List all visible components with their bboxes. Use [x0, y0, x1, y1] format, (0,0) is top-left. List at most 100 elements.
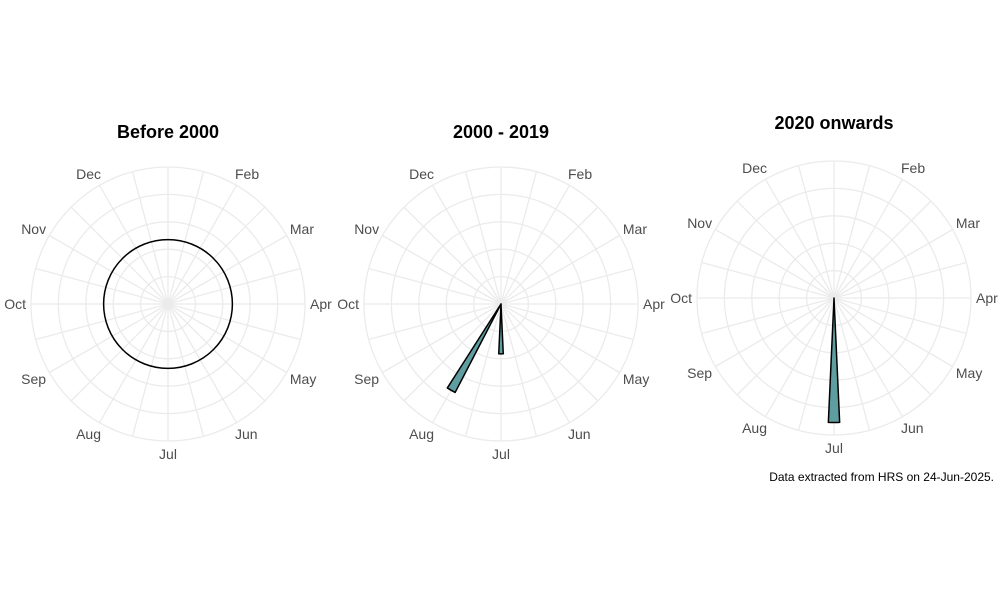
- grid-spoke: [382, 303, 502, 374]
- month-label-mar: Mar: [956, 215, 980, 231]
- grid-spoke: [167, 185, 238, 305]
- grid-spoke: [833, 179, 904, 299]
- grid-spoke: [500, 303, 634, 341]
- grid-spoke: [797, 165, 835, 299]
- grid-spoke: [35, 267, 169, 305]
- bar-jul: [497, 303, 505, 355]
- grid-spoke: [431, 185, 502, 305]
- grid-spoke: [35, 303, 169, 341]
- month-label-jun: Jun: [568, 426, 591, 442]
- grid-spoke: [167, 234, 287, 305]
- chart-title: Before 2000: [117, 122, 219, 142]
- grid-spoke: [131, 171, 169, 305]
- month-label-aug: Aug: [76, 426, 101, 442]
- grid-spoke: [833, 297, 953, 368]
- month-label-apr: Apr: [643, 296, 665, 312]
- month-label-jul: Jul: [825, 440, 843, 456]
- month-label-nov: Nov: [21, 221, 46, 237]
- month-label-apr: Apr: [310, 296, 332, 312]
- month-label-oct: Oct: [337, 296, 359, 312]
- grid-spoke: [833, 228, 953, 299]
- month-label-jun: Jun: [901, 420, 924, 436]
- month-label-may: May: [290, 371, 316, 387]
- grid-spoke: [833, 261, 967, 299]
- bar-jul: [827, 297, 841, 424]
- month-label-may: May: [623, 371, 649, 387]
- grid-spoke: [131, 303, 169, 437]
- month-label-aug: Aug: [742, 420, 767, 436]
- chart-panel-3: 2020 onwards Feb Mar Apr May Jun Jul Aug Sep Oct N…: [670, 113, 998, 456]
- month-label-nov: Nov: [354, 221, 379, 237]
- grid-spoke: [833, 165, 871, 299]
- grid-spoke: [49, 234, 169, 305]
- grid-spoke: [833, 200, 932, 299]
- month-label-dec: Dec: [742, 160, 767, 176]
- month-label-sep: Sep: [354, 371, 379, 387]
- chart-panel-2: 2000 - 2019 Feb Mar Apr May Jun Jul Aug Sep Oct No…: [337, 122, 665, 462]
- month-label-jun: Jun: [235, 426, 258, 442]
- data-source-caption: Data extracted from HRS on 24-Jun-2025.: [769, 470, 994, 484]
- chart-title: 2020 onwards: [774, 113, 893, 133]
- month-label-nov: Nov: [687, 215, 712, 231]
- grid-spoke: [70, 206, 169, 305]
- grid-spoke: [833, 297, 967, 335]
- grid-spoke: [403, 206, 502, 305]
- grid-spoke: [167, 303, 205, 437]
- grid-spoke: [98, 303, 169, 423]
- month-label-dec: Dec: [76, 166, 101, 182]
- chart-panel-1: Before 2000 Feb Mar Apr May Jun Jul Aug Sep Oct No…: [4, 122, 332, 462]
- grid-spoke: [833, 297, 932, 396]
- grid-spoke: [500, 171, 538, 305]
- grid-spoke: [701, 261, 835, 299]
- grid-spoke: [368, 267, 502, 305]
- month-label-sep: Sep: [21, 371, 46, 387]
- grid-spoke: [500, 303, 538, 437]
- grid-spoke: [500, 303, 571, 423]
- month-label-mar: Mar: [623, 221, 647, 237]
- grid-spoke: [167, 267, 301, 305]
- month-label-aug: Aug: [409, 426, 434, 442]
- grid-spoke: [500, 185, 571, 305]
- grid-spoke: [833, 297, 904, 417]
- grid-spoke: [764, 297, 835, 417]
- grid-spoke: [464, 171, 502, 305]
- grid-spoke: [167, 303, 238, 423]
- grid-spoke: [49, 303, 169, 374]
- month-label-oct: Oct: [4, 296, 26, 312]
- grid-spoke: [464, 303, 502, 437]
- month-label-oct: Oct: [670, 290, 692, 306]
- grid-spoke: [368, 303, 502, 341]
- grid-spoke: [764, 179, 835, 299]
- grid-spoke: [715, 228, 835, 299]
- grid-spoke: [70, 303, 169, 402]
- grid-spoke: [833, 297, 871, 431]
- bar-aug: [446, 303, 502, 394]
- grid-spoke: [167, 303, 287, 374]
- month-label-feb: Feb: [901, 160, 925, 176]
- grid-spoke: [500, 303, 620, 374]
- grid-spoke: [167, 303, 266, 402]
- grid-spoke: [500, 267, 634, 305]
- month-label-dec: Dec: [409, 166, 434, 182]
- month-label-feb: Feb: [568, 166, 592, 182]
- month-label-sep: Sep: [687, 365, 712, 381]
- grid-spoke: [382, 234, 502, 305]
- grid-spoke: [167, 206, 266, 305]
- grid-spoke: [500, 303, 599, 402]
- grid-spoke: [167, 303, 301, 341]
- grid-spoke: [403, 303, 502, 402]
- month-label-jul: Jul: [492, 446, 510, 462]
- empty-data-outline: [102, 238, 234, 370]
- grid-spoke: [736, 297, 835, 396]
- chart-title: 2000 - 2019: [453, 122, 549, 142]
- grid-spoke: [701, 297, 835, 335]
- grid-spoke: [715, 297, 835, 368]
- month-label-apr: Apr: [976, 290, 998, 306]
- grid-spoke: [500, 234, 620, 305]
- grid-spoke: [797, 297, 835, 431]
- month-label-jul: Jul: [159, 446, 177, 462]
- grid-spoke: [500, 206, 599, 305]
- month-label-feb: Feb: [235, 166, 259, 182]
- grid-spoke: [98, 185, 169, 305]
